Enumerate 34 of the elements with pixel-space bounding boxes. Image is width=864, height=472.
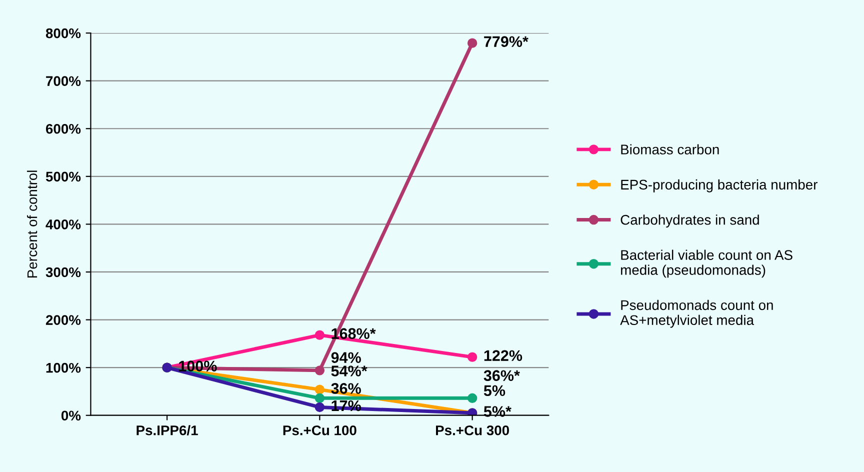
y-tick-label: 700% [46,76,81,86]
y-tick-label: 300% [46,267,81,278]
y-tick-label: 0% [61,410,81,421]
y-axis-title: Percent of control [26,170,38,278]
data-label: 5% [484,385,506,396]
y-tick-label: 600% [46,124,81,134]
data-label: 122% [484,350,522,361]
data-label: 36%* [484,370,520,382]
point [467,38,478,48]
point [314,330,325,340]
x-tick-label: Ps.+Cu 300 [436,425,510,436]
legend-label: Biomass carbon [621,144,719,154]
legend-label: EPS-producing bacteria number [621,179,818,192]
y-tick-label: 200% [46,315,81,325]
x-tick-label: Ps.IPP6/1 [136,425,198,436]
y-tick-label: 400% [46,220,81,230]
point [314,393,325,404]
legend-label: Pseudomonads count on AS+metylviolet media [620,300,773,328]
point [314,402,325,412]
point [314,366,325,376]
y-tick-label: 500% [46,172,81,182]
data-label: 94% [331,352,361,363]
legend-label: Carbohydrates in sand [620,214,759,228]
data-label: 5%* [484,406,512,417]
x-tick-label: Ps.+Cu 100 [283,425,356,436]
point [467,393,478,404]
point [467,352,478,362]
data-label: 36% [331,383,361,394]
y-tick-label: 800% [46,28,81,38]
y-tick-label: 100% [46,362,81,373]
legend-label: Bacterial viable count on AS media (pseudomonads) [621,250,792,278]
data-label: 779%* [484,36,528,47]
data-label: 54%* [331,366,368,376]
point [314,384,325,394]
